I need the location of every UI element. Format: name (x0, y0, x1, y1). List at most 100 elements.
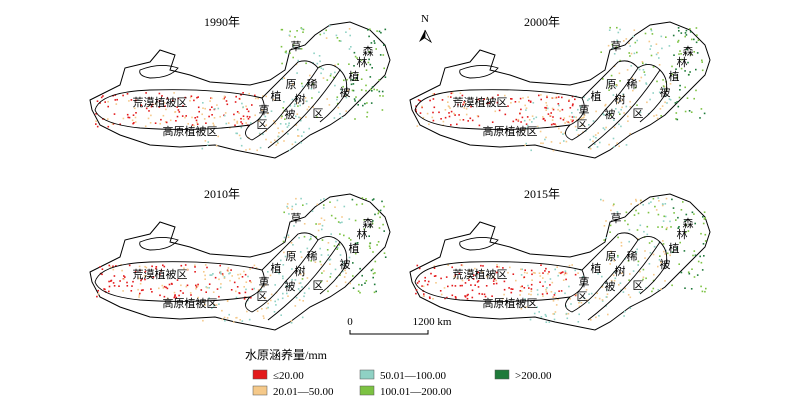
pixel (243, 298, 246, 300)
pixel (589, 148, 592, 150)
pixel (329, 201, 331, 203)
pixel (662, 243, 665, 245)
pixel (496, 266, 498, 268)
pixel (233, 113, 235, 116)
pixel (542, 295, 544, 297)
pixel (471, 296, 474, 299)
pixel (671, 65, 673, 68)
pixel (592, 135, 595, 138)
pixel (377, 241, 380, 243)
pixel (595, 316, 597, 319)
pixel (488, 102, 490, 104)
pixel (448, 105, 450, 108)
pixel (354, 100, 356, 102)
pixel (418, 280, 420, 283)
pixel (126, 113, 129, 116)
pixel (273, 120, 275, 122)
pixel (161, 95, 163, 97)
pixel (594, 134, 597, 136)
zone-char: 森 (683, 44, 694, 58)
pixel (530, 290, 533, 293)
pixel (617, 254, 619, 257)
pixel (124, 276, 126, 278)
zone-char: 森 (363, 216, 374, 230)
pixel (99, 266, 101, 268)
pixel (511, 288, 514, 290)
pixel (116, 98, 118, 101)
pixel (132, 114, 135, 116)
pixel (517, 120, 520, 122)
pixel (666, 226, 668, 229)
pixel (303, 272, 305, 275)
pixel (672, 34, 675, 37)
pixel (286, 292, 288, 295)
pixel (583, 297, 585, 299)
scale-end: 1200 km (413, 316, 452, 328)
pixel (433, 275, 436, 277)
pixel (281, 130, 284, 132)
pixel (265, 95, 267, 98)
pixel (602, 113, 604, 115)
pixel (209, 100, 211, 102)
pixel (275, 270, 278, 273)
pixel (680, 67, 683, 70)
pixel (632, 270, 635, 272)
pixel (440, 277, 442, 280)
pixel (295, 296, 298, 299)
pixel (337, 247, 339, 249)
pixel (174, 294, 176, 296)
pixel (280, 259, 282, 262)
pixel (677, 39, 680, 42)
pixel (683, 250, 686, 252)
pixel (297, 105, 299, 107)
pixel (183, 267, 185, 270)
pixel (184, 116, 186, 119)
pixel (227, 122, 230, 124)
pixel (195, 287, 197, 290)
pixel (658, 57, 660, 59)
pixel (166, 297, 169, 300)
pixel (180, 284, 182, 287)
pixel (418, 267, 421, 270)
pixel (216, 104, 218, 106)
pixel (97, 293, 100, 295)
pixel (469, 117, 472, 120)
pixel (552, 116, 554, 118)
pixel (461, 284, 463, 287)
pixel (684, 220, 686, 222)
pixel (620, 125, 622, 128)
pixel (295, 203, 297, 206)
pixel (577, 133, 580, 136)
pixel (212, 273, 214, 275)
pixel (107, 105, 109, 108)
pixel (636, 39, 638, 42)
pixel (521, 285, 523, 288)
pixel (684, 231, 687, 234)
pixel (349, 34, 351, 37)
pixel (288, 34, 291, 37)
pixel (678, 53, 680, 55)
pixel (172, 99, 174, 102)
zone-char: 草 (291, 40, 302, 53)
pixel (587, 99, 589, 102)
pixel (189, 96, 192, 99)
pixel (502, 267, 504, 269)
pixel (220, 283, 222, 285)
pixel (659, 108, 662, 110)
pixel (202, 102, 204, 104)
pixel (558, 127, 560, 130)
pixel (544, 138, 546, 141)
pixel (650, 45, 652, 47)
pixel (680, 209, 683, 211)
pixel (99, 102, 101, 104)
pixel (320, 280, 322, 283)
pixel (274, 284, 276, 286)
pixel (616, 211, 619, 213)
pixel (341, 216, 343, 218)
pixel (320, 199, 322, 201)
pixel (497, 94, 499, 96)
pixel (629, 100, 631, 103)
pixel (138, 265, 141, 268)
pixel (313, 52, 315, 55)
pixel (685, 213, 688, 216)
